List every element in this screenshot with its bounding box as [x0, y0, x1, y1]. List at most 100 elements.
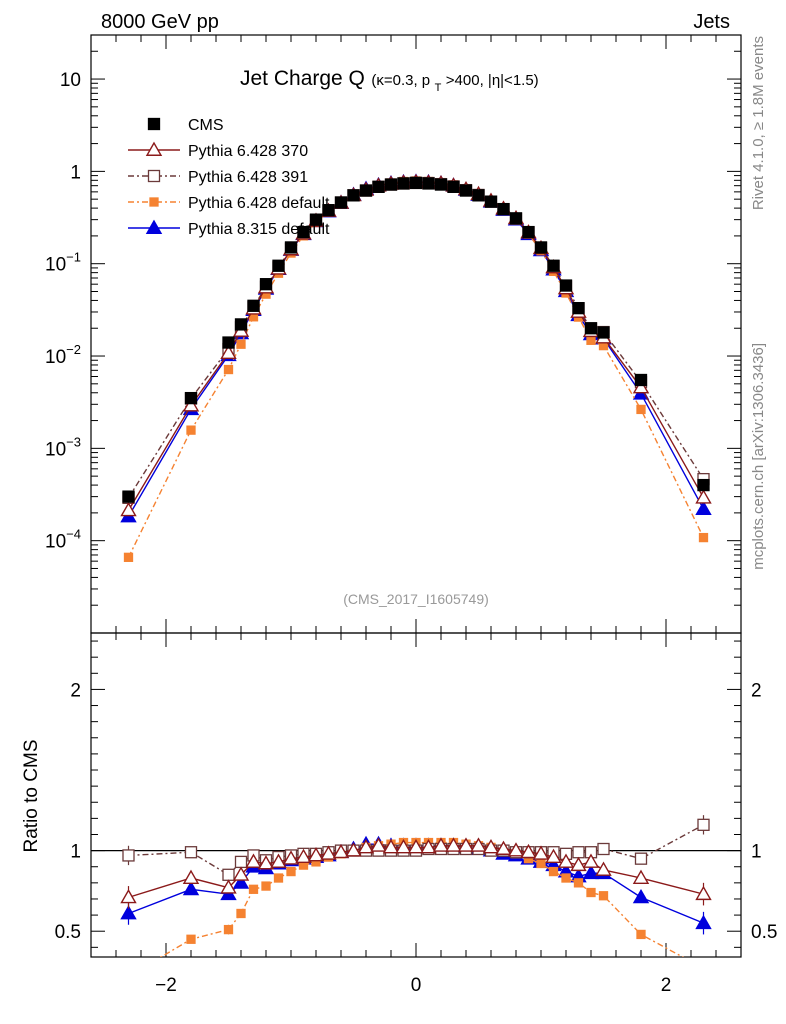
- ratio-point: [700, 964, 708, 972]
- legend-label: Pythia 6.428 370: [188, 143, 308, 160]
- x-tick-label: −2: [155, 975, 177, 996]
- ratio-point: [586, 887, 596, 898]
- ratio-point: [236, 908, 246, 919]
- ratio-point: [536, 858, 546, 869]
- legend-marker: [145, 219, 163, 234]
- ratio-point: [257, 855, 275, 870]
- ratio-series-p6-370: [120, 837, 712, 909]
- series-point: [236, 339, 246, 349]
- x-tick-label: 0: [411, 975, 422, 996]
- cms-point: [434, 178, 448, 191]
- ratio-point: [357, 838, 375, 854]
- ratio-point: [120, 905, 137, 920]
- cms-point: [547, 259, 560, 272]
- cms-point: [409, 176, 423, 190]
- cms-point: [397, 177, 410, 190]
- ratio-point: [120, 888, 137, 904]
- chart-title-sub-T: T: [435, 82, 442, 94]
- axis-ticks: −2 0 2 10−4 10−3 10−2 10−1 1 10 0.5 0.5 1 1 2 2: [45, 34, 777, 996]
- legend-marker: [147, 117, 161, 131]
- ratio-point: [182, 880, 200, 896]
- y-tick-label: 10−2: [45, 342, 81, 368]
- cms-point: [322, 204, 335, 217]
- ratio-point: [695, 914, 712, 930]
- ratio-point: [270, 853, 287, 868]
- cms-point: [572, 302, 585, 315]
- ratio-point: [548, 866, 559, 877]
- legend-marker: [147, 169, 161, 183]
- ratio-point: [457, 837, 475, 852]
- ratio-point: [445, 837, 462, 852]
- ratio-point: [245, 853, 262, 868]
- series-point: [636, 404, 646, 415]
- ratio-point: [520, 843, 537, 859]
- ratio-point: [232, 866, 250, 881]
- cms-point: [122, 490, 135, 503]
- ratio-point: [186, 934, 196, 944]
- legend-entry-p6-370: Pythia 6.428 370: [128, 141, 308, 160]
- chart-title-sub: (κ=0.3, p: [371, 72, 430, 89]
- series-point: [695, 489, 712, 504]
- cms-point: [259, 278, 273, 291]
- ratio-point: [220, 879, 237, 894]
- cms-point: [247, 299, 260, 312]
- header-left: 8000 GeV pp: [101, 11, 219, 33]
- x-tick-label: 2: [661, 975, 672, 996]
- ratio-point: [572, 846, 585, 859]
- ratio-point: [248, 884, 259, 894]
- ratio-tick-label-right: 0.5: [751, 922, 777, 943]
- series-point: [586, 335, 596, 345]
- legend-label: CMS: [188, 117, 224, 134]
- cms-point: [497, 202, 510, 216]
- series-cms: [122, 176, 710, 503]
- legend-label: Pythia 8.315 default: [188, 221, 330, 238]
- ratio-point: [570, 856, 587, 872]
- ratio-point: [273, 873, 284, 883]
- analysis-label: (CMS_2017_I1605749): [343, 591, 489, 607]
- ratio-point: [184, 846, 198, 859]
- ratio-point: [634, 852, 648, 865]
- legend-label: Pythia 6.428 391: [188, 169, 308, 186]
- cms-point: [597, 326, 610, 339]
- cms-point: [297, 225, 310, 239]
- ratio-point: [223, 924, 234, 935]
- ratio-point: [125, 972, 133, 980]
- legend-marker: [145, 141, 163, 156]
- legend: CMS Pythia 6.428 370 Pythia 6.428 391 Pythi…: [128, 117, 330, 238]
- ratio-point: [557, 853, 575, 868]
- side-text-rivet: Rivet 4.1.0, ≥ 1.8M events: [750, 36, 767, 210]
- ratio-point: [307, 847, 325, 862]
- legend-marker: [149, 197, 159, 207]
- series-point: [220, 344, 237, 359]
- side-text-mcplots: mcplots.cern.ch [arXiv:1306.3436]: [750, 343, 767, 570]
- ratio-tick-label-right: 2: [751, 680, 762, 701]
- y-tick-label: 10−1: [45, 250, 81, 276]
- ratio-point: [382, 838, 400, 854]
- cms-point: [184, 391, 198, 405]
- ratio-point: [697, 818, 710, 831]
- ratio-point: [282, 850, 300, 865]
- legend-entry-p6-default: Pythia 6.428 default: [128, 195, 330, 212]
- cms-point: [272, 259, 285, 272]
- data-series: [120, 173, 712, 980]
- ratio-point: [432, 837, 450, 852]
- cms-point: [634, 373, 648, 387]
- ratio-point: [345, 842, 362, 857]
- legend-entry-cms: CMS: [147, 117, 224, 134]
- cms-point: [584, 322, 598, 335]
- legend-entry-p8-default: Pythia 8.315 default: [128, 219, 330, 238]
- series-point: [123, 552, 134, 562]
- cms-point: [334, 196, 348, 209]
- ratio-point: [370, 837, 387, 852]
- legend-label: Pythia 6.428 default: [188, 195, 330, 212]
- ratio-point: [470, 837, 487, 852]
- chart-title: Jet Charge Q (κ=0.3, p T >400, |η|<1.5): [240, 67, 539, 95]
- ratio-tick-label: 0.5: [55, 922, 81, 943]
- ratio-point: [234, 855, 248, 869]
- cms-point: [359, 184, 373, 197]
- ratio-point: [420, 838, 437, 854]
- ratio-point: [532, 845, 550, 860]
- cms-point: [347, 189, 360, 202]
- ratio-point: [232, 874, 250, 889]
